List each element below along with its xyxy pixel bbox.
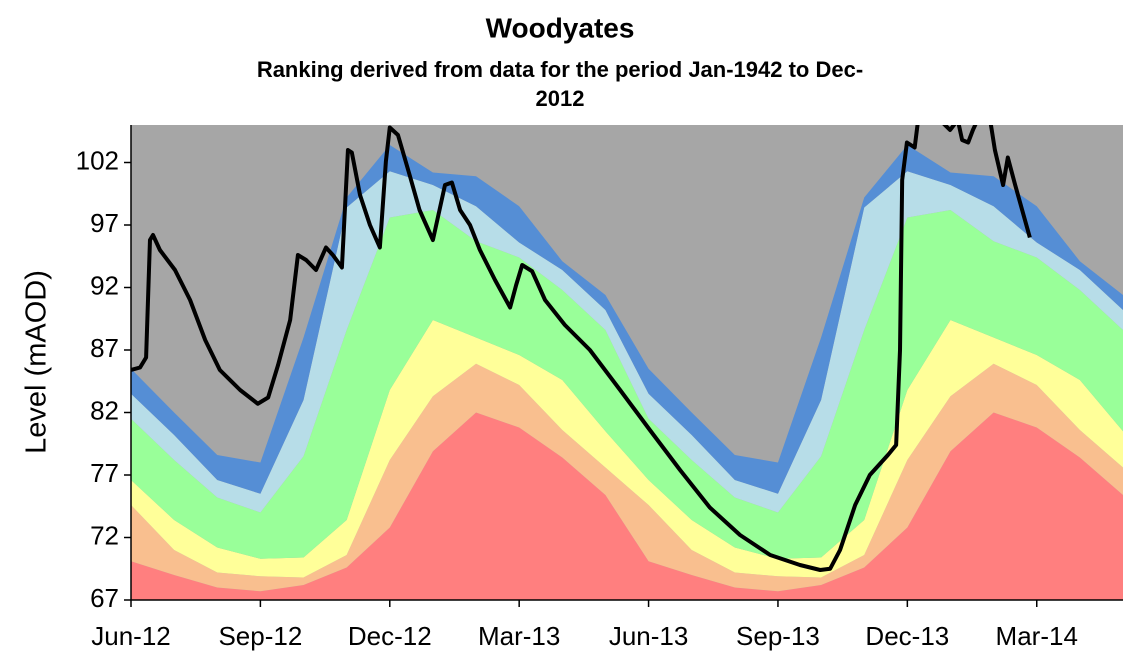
level-line [131, 125, 1032, 572]
band-area [131, 412, 1123, 600]
chart-subtitle: Ranking derived from data for the period… [257, 57, 863, 82]
chart-title: Woodyates [486, 12, 635, 43]
y-tick-label: 102 [76, 145, 119, 175]
chart-subtitle: 2012 [536, 86, 585, 111]
band-area [131, 363, 1123, 592]
x-tick-label: Mar-13 [478, 621, 560, 651]
x-tick-label: Dec-13 [865, 621, 949, 651]
x-tick-label: Jun-12 [91, 621, 171, 651]
band-area [131, 320, 1123, 578]
y-tick-label: 67 [90, 583, 119, 613]
y-tick-label: 87 [90, 333, 119, 363]
x-tick-label: Mar-14 [996, 621, 1078, 651]
y-tick-label: 72 [90, 520, 119, 550]
band-area [131, 171, 1123, 513]
x-tick-label: Dec-12 [348, 621, 432, 651]
x-tick-label: Sep-12 [218, 621, 302, 651]
y-axis-label: Level (mAOD) [21, 270, 53, 454]
plot-area [131, 125, 1123, 600]
y-tick-label: 92 [90, 270, 119, 300]
y-tick-label: 97 [90, 208, 119, 238]
y-tick-label: 77 [90, 458, 119, 488]
x-tick-label: Jun-13 [609, 621, 689, 651]
axes: 67 72 77 82 87 92 97 102 Jun-12 Sep-12 Dec-12 Mar-1… [76, 125, 1123, 651]
y-tick-label: 82 [90, 395, 119, 425]
x-tick-label: Sep-13 [736, 621, 820, 651]
band-area [131, 145, 1123, 494]
